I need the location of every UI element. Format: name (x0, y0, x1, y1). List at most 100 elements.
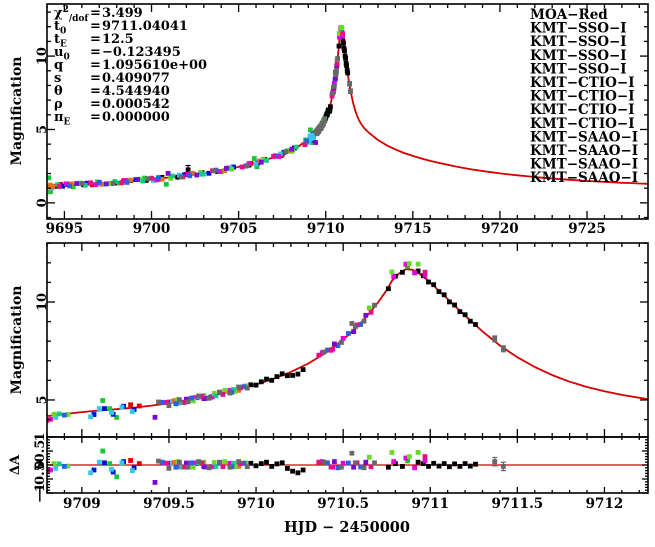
data-point (190, 464, 196, 470)
data-point (436, 289, 442, 294)
data-point (224, 166, 229, 171)
data-point (206, 395, 212, 401)
data-point (415, 450, 421, 455)
data-point (348, 88, 353, 94)
data-point (102, 460, 107, 466)
data-point (308, 127, 313, 133)
data-point (244, 163, 250, 169)
data-point (253, 382, 259, 388)
param-value: −0.123495 (102, 45, 181, 60)
data-point (300, 367, 306, 372)
data-point (260, 157, 266, 162)
data-point (201, 464, 207, 470)
x-tick-label: 9711.5 (492, 496, 544, 512)
data-point (386, 286, 391, 292)
data-point (341, 40, 346, 46)
data-point (285, 466, 290, 471)
data-point (187, 173, 193, 179)
data-point (283, 149, 289, 155)
data-point (244, 464, 250, 470)
param-value: 3.499 (102, 6, 143, 21)
param-symbol: ρ (54, 97, 63, 112)
data-point (190, 171, 196, 176)
data-point (290, 373, 295, 378)
data-point (152, 414, 158, 420)
data-point (211, 460, 217, 465)
param-value: 4.544940 (102, 84, 170, 99)
data-point (163, 181, 169, 187)
data-point (339, 25, 345, 31)
data-point (227, 390, 233, 396)
data-point (91, 412, 97, 417)
param-equals: = (90, 110, 101, 125)
data-point (107, 461, 113, 466)
data-point (56, 461, 62, 467)
param-equals: = (90, 97, 101, 112)
data-point (320, 121, 326, 127)
data-point (415, 459, 421, 465)
param-equals: = (90, 84, 101, 99)
data-point (336, 31, 342, 36)
data-point (358, 322, 363, 327)
data-point (327, 107, 333, 113)
data-point (340, 336, 346, 341)
data-point (462, 312, 468, 318)
data-point (314, 131, 320, 137)
data-point (217, 459, 222, 465)
data-point (345, 70, 351, 76)
data-point (316, 128, 322, 134)
data-point (107, 406, 113, 412)
data-point (278, 151, 283, 157)
data-point (171, 398, 177, 404)
data-point (170, 173, 175, 179)
data-point (102, 406, 107, 411)
data-point (332, 341, 337, 347)
data-point (334, 61, 340, 67)
param-equals: = (90, 45, 101, 60)
y-axis-label-top: Magnification (9, 57, 25, 166)
data-point (124, 180, 130, 185)
data-point (258, 461, 264, 466)
data-point (173, 464, 179, 470)
data-point (119, 460, 125, 466)
data-point (96, 179, 102, 185)
data-point (400, 464, 405, 469)
data-point (48, 189, 53, 195)
data-point (47, 175, 52, 181)
data-point (156, 175, 161, 180)
param-equals: = (90, 32, 101, 47)
data-point (344, 63, 349, 68)
data-point (309, 132, 315, 138)
legend-item: KMT−SAAO−I (530, 157, 638, 173)
data-point (53, 415, 59, 420)
legend-item: KMT−SSO−I (530, 48, 627, 64)
data-point (441, 461, 447, 466)
data-point (264, 459, 269, 465)
series-points-0 (248, 459, 478, 476)
x-tick-label: 9715 (394, 221, 432, 237)
data-point (335, 56, 340, 61)
legend: MOA−RedKMT−SSO−IKMT−SSO−IKMT−SSO−IKMT−SS… (530, 7, 638, 186)
data-point (199, 171, 205, 177)
data-point (231, 460, 236, 466)
legend-item: MOA−Red (530, 7, 608, 23)
data-point (473, 461, 478, 467)
data-point (422, 458, 428, 464)
data-point (131, 465, 137, 471)
data-point (173, 401, 179, 407)
data-point (422, 269, 428, 275)
data-point (351, 464, 356, 470)
data-point (103, 181, 109, 187)
x-tick-label: 9705 (220, 221, 258, 237)
data-point (47, 417, 50, 423)
data-point (110, 180, 116, 186)
data-point (316, 352, 322, 358)
data-point (473, 322, 478, 327)
data-point (241, 460, 247, 466)
data-point (452, 302, 457, 308)
data-point (333, 72, 339, 77)
data-point (328, 464, 334, 470)
data-point (271, 154, 276, 159)
